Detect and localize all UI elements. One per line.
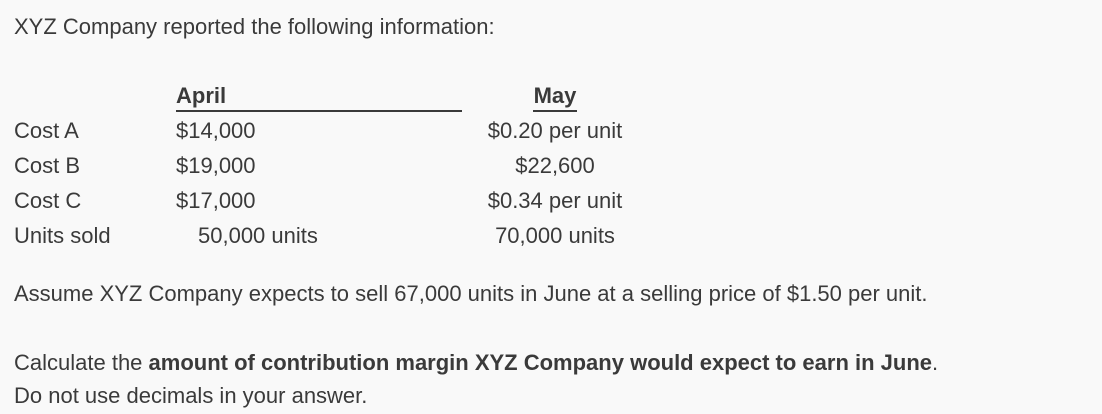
col-header-april: April: [176, 81, 462, 112]
table-row-cost-b: Cost B $19,000 $22,600: [14, 148, 648, 183]
question-text: Calculate the amount of contribution mar…: [14, 346, 1088, 412]
question-suffix: .: [932, 350, 939, 375]
row-label: Cost C: [14, 188, 82, 213]
april-value: $14,000: [176, 118, 256, 143]
assumption-text: Assume XYZ Company expects to sell 67,00…: [14, 281, 928, 306]
table-row-cost-a: Cost A $14,000 $0.20 per unit: [14, 113, 648, 148]
table-header-row: April May: [14, 78, 648, 113]
may-value: 70,000 units: [495, 223, 615, 248]
problem-intro: XYZ Company reported the following infor…: [14, 14, 495, 39]
table-row-cost-c: Cost C $17,000 $0.34 per unit: [14, 183, 648, 218]
row-label: Cost B: [14, 153, 81, 178]
table-row-units-sold: Units sold 50,000 units 70,000 units: [14, 218, 648, 253]
question-prefix: Calculate the: [14, 350, 149, 375]
col-header-may: May: [532, 81, 578, 112]
question-bold-text: amount of contribution margin XYZ Compan…: [148, 350, 933, 375]
header-spacer: [14, 78, 176, 113]
april-value: 50,000 units: [198, 223, 318, 248]
info-table: April May Cost A $14,000 $0.20 per unit …: [14, 78, 648, 253]
note-text: Do not use decimals in your answer.: [14, 383, 368, 408]
row-label: Cost A: [14, 118, 79, 143]
april-value: $19,000: [176, 153, 256, 178]
may-value: $0.20 per unit: [487, 118, 623, 143]
may-value: $0.34 per unit: [487, 188, 623, 213]
april-value: $17,000: [176, 188, 256, 213]
may-value: $22,600: [515, 153, 595, 178]
row-label: Units sold: [14, 223, 111, 248]
